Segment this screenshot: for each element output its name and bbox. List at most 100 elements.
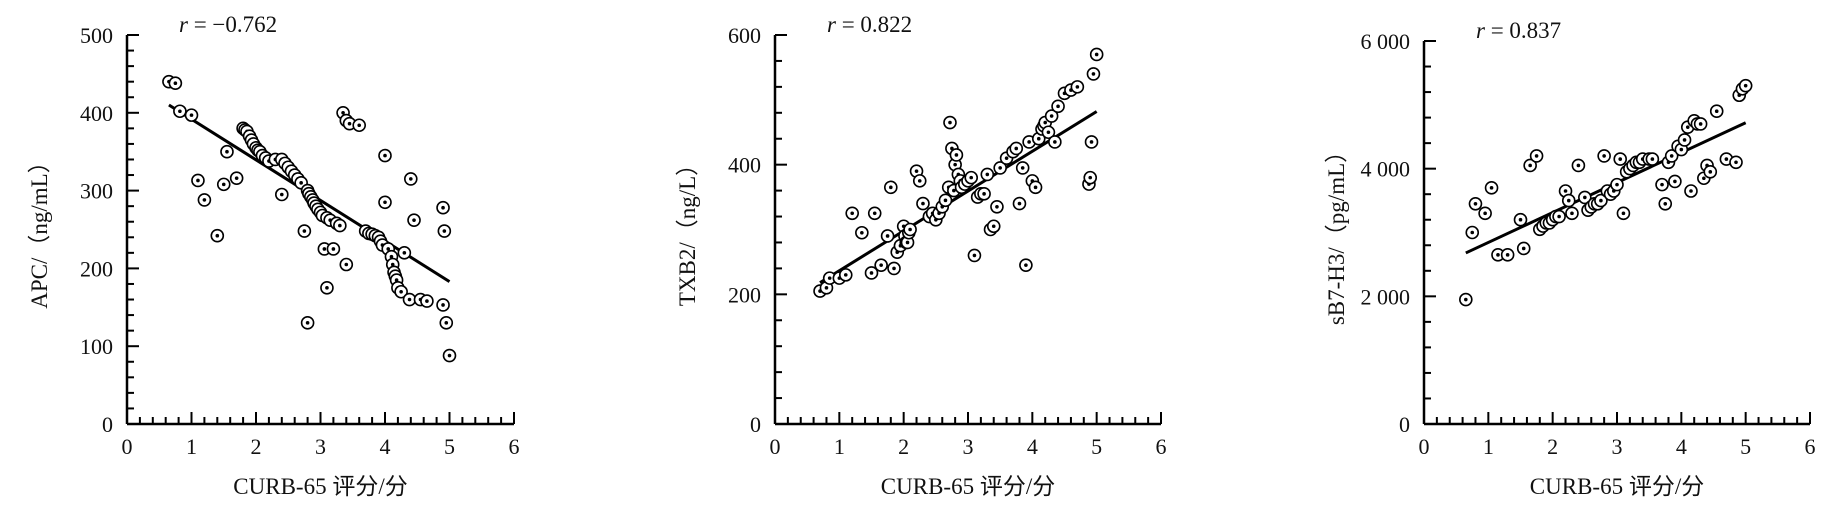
x-tick-label: 6	[1805, 434, 1816, 459]
correlation-value: = 0.837	[1485, 18, 1561, 43]
data-point-dot	[1673, 179, 1677, 184]
data-point-dot	[386, 247, 391, 251]
data-point	[403, 172, 418, 186]
data-point-dot	[299, 181, 303, 185]
data-point-dot	[202, 198, 207, 202]
data-point-dot	[850, 211, 854, 216]
data-point	[949, 148, 964, 162]
data-point-dot	[1473, 201, 1478, 206]
data-point-dot	[178, 109, 182, 114]
data-point	[977, 187, 991, 201]
data-point-dot	[1036, 136, 1041, 141]
data-point-dot	[221, 182, 226, 187]
data-point	[1041, 125, 1056, 140]
data-point-dot	[1056, 104, 1060, 109]
data-point-dot	[383, 153, 387, 158]
data-point-dot	[969, 175, 974, 180]
data-point-dot	[189, 113, 194, 117]
data-point	[1658, 196, 1673, 211]
data-point	[320, 281, 334, 295]
data-point-dot	[1534, 154, 1539, 158]
data-point-dot	[234, 176, 239, 180]
data-point-dot	[1528, 163, 1532, 168]
data-point-dot	[995, 205, 999, 209]
y-tick-label: 400	[80, 101, 113, 126]
correlation-value: = −0.762	[188, 12, 277, 37]
data-point-dot	[302, 229, 307, 233]
data-point-dot	[344, 262, 349, 267]
data-point	[378, 148, 392, 163]
data-point-dot	[1702, 176, 1706, 181]
data-point-dot	[1563, 189, 1568, 193]
data-point-dot	[1708, 170, 1713, 174]
data-point-dot	[914, 169, 919, 173]
data-point-dot	[225, 149, 229, 154]
data-point	[1009, 141, 1024, 156]
data-point	[378, 195, 392, 210]
data-point-dot	[1505, 253, 1510, 257]
y-tick-label: 0	[102, 412, 113, 437]
data-point	[1677, 133, 1692, 147]
data-point	[1086, 67, 1101, 81]
data-point	[1516, 241, 1531, 256]
data-point-dot	[1043, 120, 1047, 125]
correlation-symbol: r	[1476, 18, 1486, 43]
data-point	[1561, 193, 1576, 208]
data-point	[1044, 109, 1059, 123]
data-point-dot	[338, 223, 342, 228]
data-point-dot	[1599, 198, 1603, 203]
data-point-dot	[1464, 297, 1468, 302]
data-point-dot	[1682, 138, 1687, 142]
data-point-dot	[447, 353, 452, 358]
y-tick-label: 300	[80, 179, 113, 204]
x-axis-label: CURB-65 评分/分	[881, 474, 1055, 499]
data-point	[1459, 292, 1473, 307]
data-point	[1613, 152, 1628, 166]
data-point-dot	[921, 201, 925, 206]
data-point-dot	[402, 251, 407, 255]
data-point	[1083, 170, 1098, 185]
data-point	[1028, 180, 1043, 195]
x-tick-label: 4	[1027, 434, 1038, 459]
data-point-dot	[196, 178, 200, 183]
data-point	[1484, 181, 1499, 195]
data-point	[1645, 152, 1660, 166]
data-point	[1529, 149, 1544, 163]
data-point	[407, 213, 421, 227]
x-tick-label: 0	[770, 434, 781, 459]
x-tick-label: 1	[834, 434, 845, 459]
data-point-dot	[879, 263, 883, 267]
data-point	[938, 193, 953, 208]
data-point-dot	[444, 321, 449, 325]
data-point	[229, 171, 244, 185]
data-point-dot	[1004, 156, 1009, 160]
data-point-dot	[952, 188, 956, 193]
data-point	[1012, 196, 1027, 211]
data-point-dot	[331, 247, 336, 251]
data-point-dot	[1557, 214, 1561, 219]
data-point	[1084, 135, 1099, 149]
data-point-dot	[1027, 140, 1031, 144]
txb2-scatter-panel: 0 1 2 3 4 5 6 0 200 400 600 CURB-65 评分/分 TXB2/（ng/L）…	[675, 12, 1167, 499]
data-point-dot	[991, 224, 996, 229]
x-tick-label: 2	[898, 434, 909, 459]
data-point	[1019, 258, 1033, 272]
data-point-dot	[1088, 175, 1093, 180]
x-tick-label: 0	[122, 434, 133, 459]
data-point-dot	[1650, 157, 1655, 161]
data-point	[980, 167, 995, 182]
x-tick-label: 4	[380, 434, 391, 459]
data-point-dot	[1496, 253, 1500, 257]
data-point	[887, 261, 901, 276]
data-point	[1048, 135, 1062, 149]
data-point-dot	[1094, 52, 1099, 57]
data-point	[420, 294, 434, 308]
y-tick-label: 100	[80, 334, 113, 359]
data-point-dot	[1743, 83, 1748, 88]
data-point-dot	[325, 286, 329, 290]
data-point	[173, 104, 187, 119]
data-point	[880, 229, 895, 243]
data-point	[437, 224, 452, 238]
y-tick-label: 200	[80, 256, 113, 281]
